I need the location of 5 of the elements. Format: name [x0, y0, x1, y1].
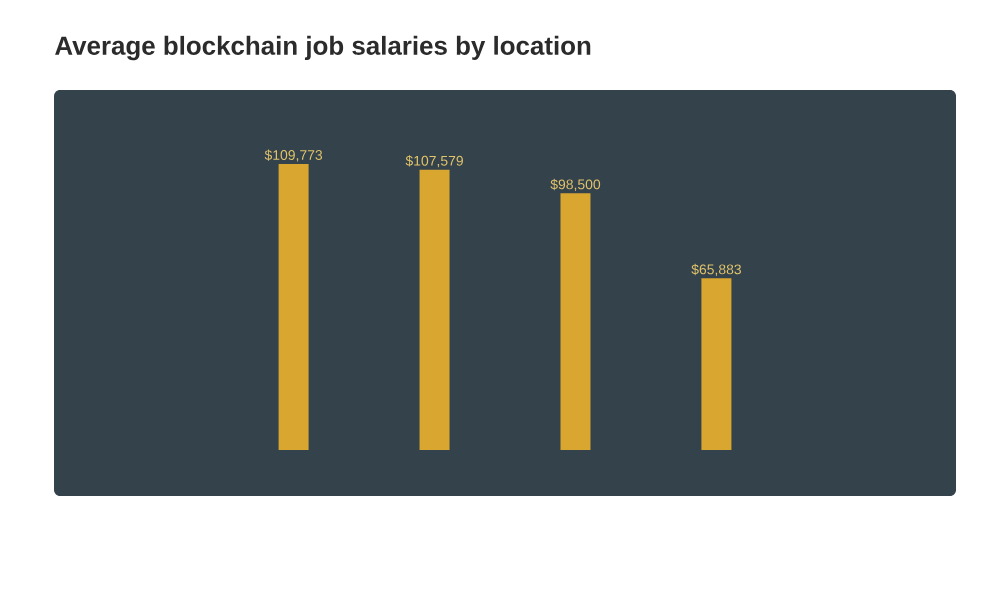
bar — [701, 278, 732, 450]
bar — [560, 193, 591, 450]
bar — [419, 169, 450, 450]
chart-title: Average blockchain job salaries by location — [55, 35, 591, 61]
bar — [278, 164, 309, 450]
